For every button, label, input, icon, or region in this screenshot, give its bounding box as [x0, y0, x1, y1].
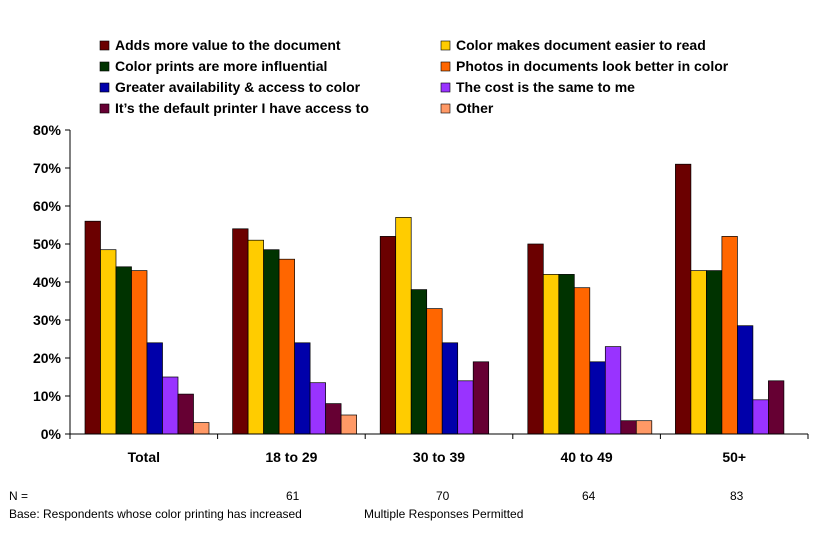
- legend-item: Adds more value to the document: [99, 37, 341, 53]
- x-axis: Total 18 to 29 30 to 39 40 to 49 50+: [69, 433, 809, 465]
- bar: [675, 163, 692, 435]
- bar: [84, 220, 101, 435]
- legend-swatch: [440, 82, 451, 93]
- legend-label: Color prints are more influential: [115, 58, 327, 74]
- legend-label: Photos in documents look better in color: [456, 58, 729, 74]
- legend-swatch: [99, 82, 110, 93]
- legend-item: Color prints are more influential: [99, 58, 327, 74]
- y-tick-label: 80%: [33, 122, 62, 138]
- bar: [162, 376, 179, 435]
- bar: [247, 239, 264, 435]
- bar: [635, 420, 653, 435]
- legend: Adds more value to the document Color mak…: [99, 37, 729, 116]
- legend-label: Color makes document easier to read: [456, 37, 706, 53]
- x-tick-label: 18 to 29: [265, 449, 317, 465]
- bar: [441, 342, 459, 435]
- x-tick-label: 50+: [722, 449, 746, 465]
- n-value-40-49: 64: [582, 489, 596, 503]
- n-value-30-39: 70: [436, 489, 450, 503]
- legend-item: Greater availability & access to color: [99, 79, 361, 95]
- legend-item: The cost is the same to me: [440, 79, 635, 95]
- base-note: Base: Respondents whose color printing h…: [9, 507, 302, 521]
- bar: [426, 308, 443, 435]
- y-axis: 0% 10% 20% 30% 40% 50% 60% 70% 80%: [33, 122, 71, 442]
- bar-group: [379, 217, 490, 435]
- bar: [542, 274, 560, 435]
- bar: [115, 266, 132, 435]
- legend-label: Adds more value to the document: [115, 37, 341, 53]
- bar: [527, 243, 544, 435]
- x-tick-label: Total: [128, 449, 160, 465]
- bar: [589, 361, 606, 435]
- legend-swatch: [440, 103, 451, 114]
- legend-item: Other: [440, 100, 494, 116]
- bar: [457, 380, 474, 435]
- y-tick-label: 70%: [33, 160, 62, 176]
- bar: [263, 249, 280, 435]
- bar: [706, 270, 723, 435]
- y-tick-label: 20%: [33, 350, 62, 366]
- bar: [752, 399, 769, 435]
- bar: [573, 287, 591, 435]
- bar-group: [84, 220, 210, 435]
- bar: [340, 414, 357, 435]
- y-tick-label: 0%: [41, 426, 62, 442]
- bar: [278, 258, 295, 435]
- y-tick-label: 40%: [33, 274, 62, 290]
- legend-label: It’s the default printer I have access t…: [115, 100, 369, 116]
- bar-group: [527, 243, 653, 435]
- bar: [472, 361, 490, 435]
- x-tick-label: 30 to 39: [413, 449, 465, 465]
- y-tick-label: 60%: [33, 198, 62, 214]
- n-value-50plus: 83: [730, 489, 744, 503]
- bar: [309, 382, 326, 435]
- y-tick-label: 30%: [33, 312, 62, 328]
- bar: [131, 270, 148, 435]
- bar: [604, 346, 622, 435]
- legend-swatch: [99, 103, 110, 114]
- bar-group: [675, 163, 785, 435]
- bar: [737, 325, 754, 435]
- legend-item: Photos in documents look better in color: [440, 58, 729, 74]
- legend-label: The cost is the same to me: [456, 79, 635, 95]
- bars: [84, 163, 785, 435]
- legend-swatch: [440, 40, 451, 51]
- bar: [721, 236, 738, 435]
- legend-label: Greater availability & access to color: [115, 79, 361, 95]
- bar: [100, 249, 117, 435]
- bar: [325, 403, 342, 435]
- bar: [193, 422, 210, 435]
- legend-label: Other: [456, 100, 494, 116]
- bar: [558, 274, 575, 435]
- bar: [410, 289, 428, 435]
- bar: [620, 420, 637, 435]
- multiple-responses-note: Multiple Responses Permitted: [364, 507, 524, 521]
- bar: [146, 342, 163, 435]
- n-label: N =: [9, 489, 29, 503]
- bar: [395, 217, 412, 435]
- bar: [690, 270, 707, 435]
- y-tick-label: 10%: [33, 388, 62, 404]
- bar-group: [232, 228, 357, 435]
- x-tick-label: 40 to 49: [561, 449, 613, 465]
- n-value-18-29: 61: [286, 489, 300, 503]
- y-tick-label: 50%: [33, 236, 62, 252]
- bar: [177, 393, 194, 435]
- bar: [768, 380, 785, 435]
- legend-swatch: [440, 61, 451, 72]
- legend-swatch: [99, 61, 110, 72]
- bar: [294, 342, 311, 435]
- bar: [232, 228, 249, 435]
- bar: [379, 236, 397, 435]
- legend-item: It’s the default printer I have access t…: [99, 100, 369, 116]
- legend-swatch: [99, 40, 110, 51]
- legend-item: Color makes document easier to read: [440, 37, 706, 53]
